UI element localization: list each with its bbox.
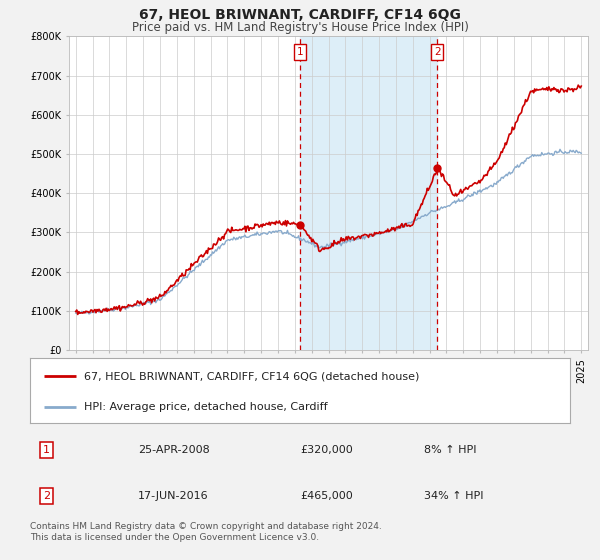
Text: 17-JUN-2016: 17-JUN-2016 (138, 491, 209, 501)
Text: This data is licensed under the Open Government Licence v3.0.: This data is licensed under the Open Gov… (30, 533, 319, 542)
Text: £320,000: £320,000 (300, 445, 353, 455)
Text: 1: 1 (43, 445, 50, 455)
Text: 2: 2 (434, 47, 440, 57)
Text: 67, HEOL BRIWNANT, CARDIFF, CF14 6QG (detached house): 67, HEOL BRIWNANT, CARDIFF, CF14 6QG (de… (84, 371, 419, 381)
Text: 1: 1 (297, 47, 304, 57)
Text: 67, HEOL BRIWNANT, CARDIFF, CF14 6QG: 67, HEOL BRIWNANT, CARDIFF, CF14 6QG (139, 8, 461, 22)
Text: HPI: Average price, detached house, Cardiff: HPI: Average price, detached house, Card… (84, 402, 328, 412)
Text: Price paid vs. HM Land Registry's House Price Index (HPI): Price paid vs. HM Land Registry's House … (131, 21, 469, 34)
Bar (300, 36, 437, 350)
Text: 8% ↑ HPI: 8% ↑ HPI (424, 445, 476, 455)
Text: £465,000: £465,000 (300, 491, 353, 501)
Text: 25-APR-2008: 25-APR-2008 (138, 445, 210, 455)
Text: 34% ↑ HPI: 34% ↑ HPI (424, 491, 484, 501)
Text: Contains HM Land Registry data © Crown copyright and database right 2024.: Contains HM Land Registry data © Crown c… (30, 522, 382, 531)
Text: 2: 2 (43, 491, 50, 501)
